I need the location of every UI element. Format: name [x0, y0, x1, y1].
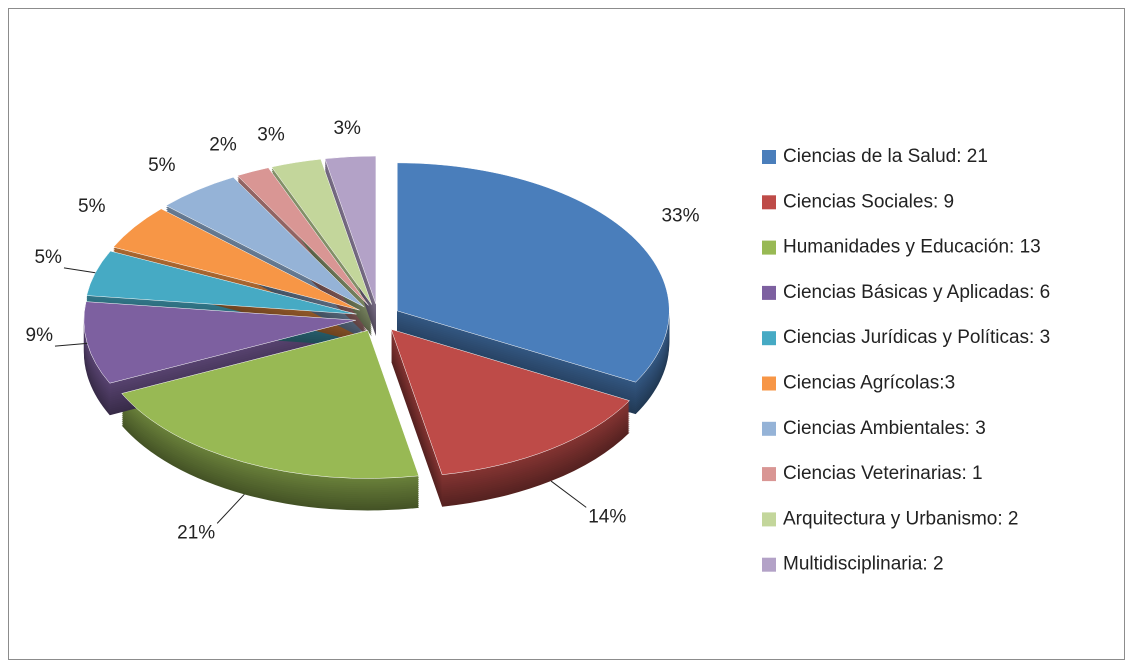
leader-line — [63, 267, 96, 274]
legend-swatch — [762, 467, 776, 482]
legend-swatch — [762, 331, 776, 346]
data-label: 2% — [209, 134, 237, 155]
slice — [121, 330, 420, 479]
data-label: 5% — [78, 196, 106, 217]
legend-swatch — [762, 512, 776, 527]
slice — [83, 301, 356, 384]
legend-label: Ciencias Jurídicas y Políticas: 3 — [783, 327, 1050, 348]
leader-line — [550, 480, 587, 508]
legend-label: Ciencias Agrícolas:3 — [783, 373, 955, 394]
slice — [112, 208, 360, 311]
legend-swatch — [762, 376, 776, 391]
legend-swatch — [762, 557, 776, 572]
legend-swatch — [762, 240, 776, 255]
data-label: 5% — [148, 155, 176, 176]
legend-label: Ciencias Básicas y Aplicadas: 6 — [783, 282, 1050, 303]
legend-label: Ciencias Ambientales: 3 — [783, 418, 986, 439]
leader-line — [54, 342, 88, 347]
slice — [165, 176, 365, 308]
legend-swatch — [762, 195, 776, 210]
data-label: 33% — [661, 206, 699, 227]
data-label: 14% — [588, 506, 626, 527]
data-label: 9% — [26, 325, 54, 346]
slice — [397, 162, 670, 383]
legend-label: Ciencias Sociales: 9 — [783, 191, 954, 212]
slice — [236, 167, 369, 306]
legend-label: Ciencias de la Salud: 21 — [783, 146, 988, 167]
legend-label: Multidisciplinaria: 2 — [783, 554, 944, 575]
data-label: 21% — [177, 522, 215, 543]
slice — [390, 328, 630, 475]
legend-swatch — [762, 285, 776, 300]
legend-label: Humanidades y Educación: 13 — [783, 237, 1041, 258]
legend-label: Ciencias Veterinarias: 1 — [783, 463, 983, 484]
data-label: 3% — [257, 124, 285, 145]
slice — [86, 250, 357, 315]
slice — [271, 158, 372, 305]
legend-label: Arquitectura y Urbanismo: 2 — [783, 508, 1019, 529]
slice — [324, 155, 377, 305]
data-label: 5% — [34, 247, 62, 268]
leader-line — [216, 494, 245, 524]
legend-swatch — [762, 150, 776, 164]
data-label: 3% — [333, 118, 361, 139]
legend-swatch — [762, 421, 776, 436]
